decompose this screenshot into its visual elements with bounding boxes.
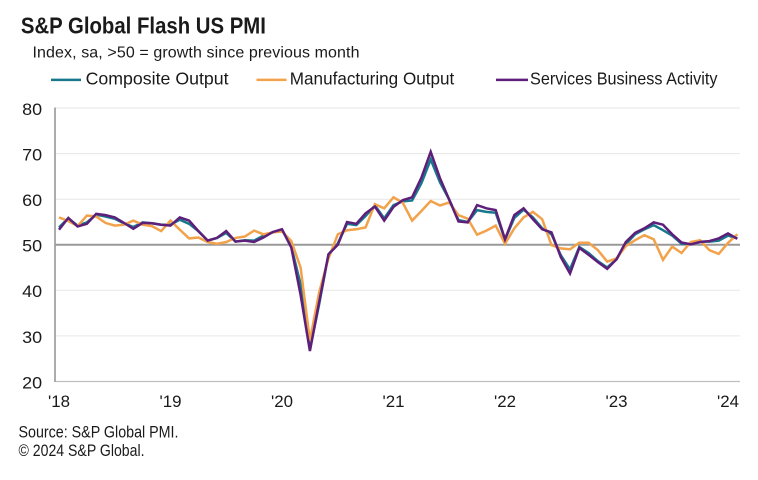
svg-text:Source: S&P Global PMI.: Source: S&P Global PMI.	[19, 423, 179, 442]
svg-text:30: 30	[22, 328, 42, 347]
svg-text:20: 20	[22, 373, 42, 392]
svg-text:60: 60	[22, 191, 42, 210]
svg-text:'22: '22	[494, 392, 516, 411]
svg-text:© 2024 S&P Global.: © 2024 S&P Global.	[19, 441, 145, 460]
svg-text:80: 80	[22, 100, 42, 119]
svg-text:50: 50	[22, 237, 42, 256]
svg-text:'18: '18	[48, 392, 70, 411]
svg-text:S&P Global Flash US PMI: S&P Global Flash US PMI	[21, 12, 266, 38]
svg-text:Manufacturing Output: Manufacturing Output	[290, 69, 455, 89]
svg-text:Services Business Activity: Services Business Activity	[530, 69, 718, 89]
svg-text:'23: '23	[606, 392, 628, 411]
svg-text:70: 70	[22, 146, 42, 165]
svg-text:'20: '20	[271, 392, 293, 411]
svg-text:'19: '19	[160, 392, 182, 411]
svg-text:'24: '24	[717, 392, 739, 411]
svg-text:Composite Output: Composite Output	[86, 69, 229, 89]
svg-text:Index, sa, >50 = growth since: Index, sa, >50 = growth since previous m…	[33, 45, 360, 62]
svg-text:'21: '21	[383, 392, 405, 411]
svg-text:40: 40	[22, 282, 42, 301]
